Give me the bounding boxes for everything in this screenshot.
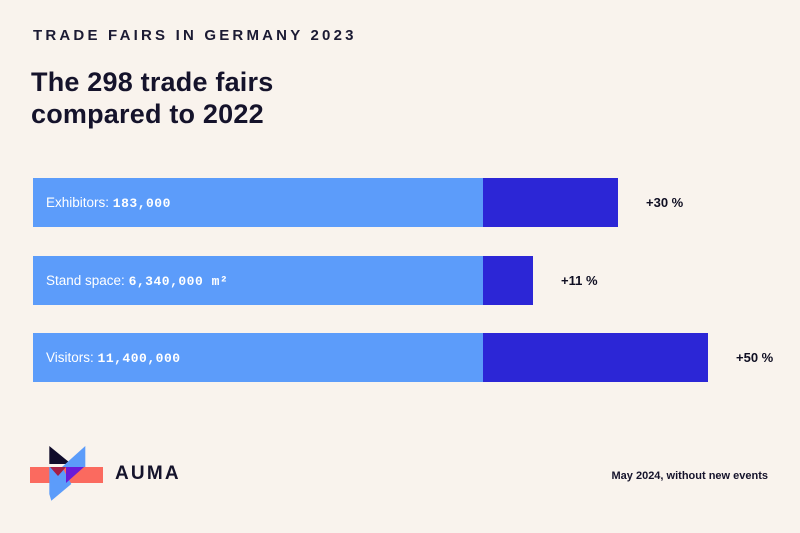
bar-row-exhibitors: Exhibitors: 183,000 +30 %: [33, 178, 683, 227]
pct-label-stand-space: +11 %: [561, 273, 598, 288]
bar-value: 6,340,000 m²: [128, 273, 229, 289]
bar-row-visitors: Visitors: 11,400,000 +50 %: [33, 333, 773, 382]
brand-wordmark: AUMA: [115, 463, 181, 484]
page-title-line1: The 298 trade fairs: [31, 67, 274, 97]
bar-growth-visitors: [483, 333, 708, 382]
bar-value: 183,000: [112, 195, 171, 211]
pct-label-exhibitors: +30 %: [646, 195, 684, 210]
pct-label-visitors: +50 %: [736, 350, 774, 365]
bar-growth-stand-space: [483, 256, 533, 305]
bar-label: Exhibitors: 183,000: [46, 194, 171, 211]
bar-label: Visitors: 11,400,000: [46, 349, 181, 366]
bar-label: Stand space: 6,340,000 m²: [46, 272, 229, 289]
page-title: The 298 trade fairs compared to 2022: [31, 66, 273, 130]
bar-base-visitors: Visitors: 11,400,000: [33, 333, 483, 382]
bar-base-exhibitors: Exhibitors: 183,000: [33, 178, 483, 227]
bar-base-stand-space: Stand space: 6,340,000 m²: [33, 256, 483, 305]
bar-row-stand-space: Stand space: 6,340,000 m² +11 %: [33, 256, 598, 305]
kicker-label: TRADE FAIRS IN GERMANY 2023: [33, 27, 357, 44]
page-title-line2: compared to 2022: [31, 99, 264, 129]
bar-growth-exhibitors: [483, 178, 618, 227]
auma-logo-icon: [30, 446, 103, 501]
bar-value: 11,400,000: [97, 350, 181, 366]
footnote: May 2024, without new events: [611, 470, 769, 482]
